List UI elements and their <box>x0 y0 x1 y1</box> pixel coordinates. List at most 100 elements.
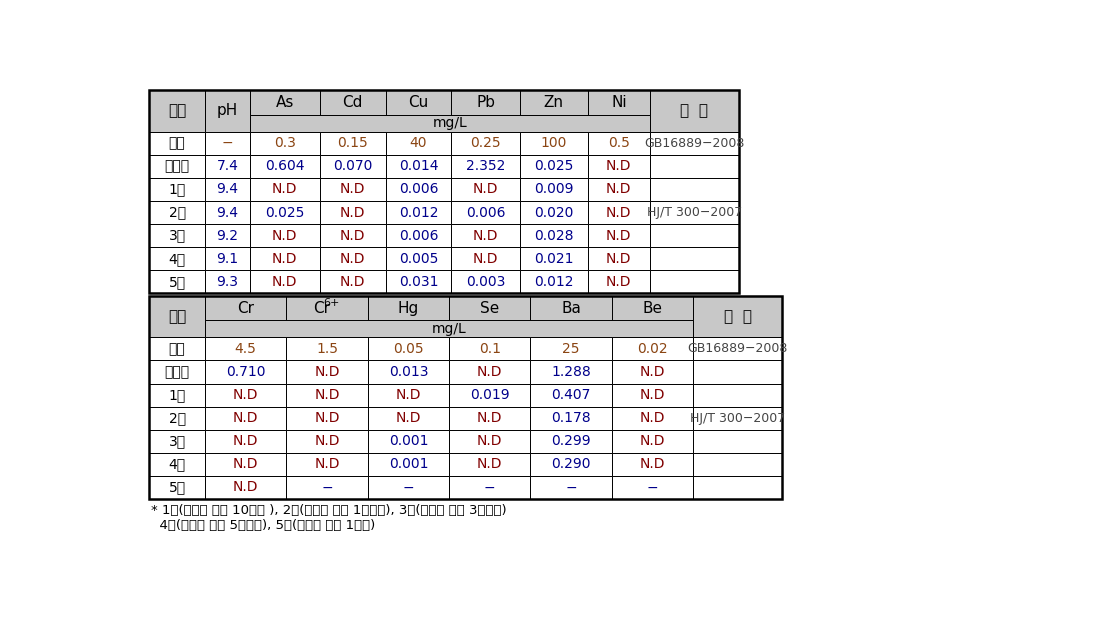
Bar <box>612 337 694 360</box>
Bar <box>451 132 519 155</box>
Text: 0.5: 0.5 <box>608 136 630 150</box>
Bar <box>149 453 205 476</box>
Text: N.D: N.D <box>272 182 298 196</box>
Bar <box>530 406 612 429</box>
Bar <box>694 429 782 453</box>
Bar <box>386 247 451 270</box>
Bar <box>205 201 250 224</box>
Text: 0.012: 0.012 <box>534 275 573 289</box>
Text: 9.3: 9.3 <box>216 275 238 289</box>
Bar <box>694 406 782 429</box>
Bar <box>650 155 739 178</box>
Text: 2.352: 2.352 <box>466 159 505 173</box>
Text: 0.014: 0.014 <box>398 159 439 173</box>
Bar <box>650 132 739 155</box>
Bar <box>149 383 205 406</box>
Text: 0.290: 0.290 <box>552 457 591 471</box>
Bar <box>205 270 250 293</box>
Bar <box>451 247 519 270</box>
Bar <box>320 224 386 247</box>
Text: 0.005: 0.005 <box>398 252 439 266</box>
Text: pH: pH <box>217 103 238 118</box>
Text: N.D: N.D <box>340 252 366 266</box>
Bar <box>149 90 739 293</box>
Bar <box>694 453 782 476</box>
Text: 2회: 2회 <box>169 411 186 425</box>
Bar <box>612 453 694 476</box>
Text: mg/L: mg/L <box>432 322 467 336</box>
Text: 구분: 구분 <box>168 309 186 324</box>
Bar <box>368 360 449 383</box>
Text: N.D: N.D <box>233 388 258 402</box>
Text: Cr: Cr <box>237 300 254 315</box>
Bar <box>320 247 386 270</box>
Bar <box>612 383 694 406</box>
Text: 5회: 5회 <box>169 480 186 494</box>
Bar <box>530 453 612 476</box>
Text: 0.021: 0.021 <box>534 252 573 266</box>
Bar <box>368 453 449 476</box>
Bar <box>519 224 587 247</box>
Text: Cu: Cu <box>408 95 429 110</box>
Text: Hg: Hg <box>397 300 419 315</box>
Text: 3회: 3회 <box>169 434 186 448</box>
Text: GB16889−2008: GB16889−2008 <box>687 342 788 356</box>
Text: N.D: N.D <box>340 229 366 243</box>
Text: N.D: N.D <box>472 229 498 243</box>
Bar <box>250 201 320 224</box>
Text: 0.006: 0.006 <box>398 182 439 196</box>
Text: −: − <box>485 480 496 494</box>
Text: 0.02: 0.02 <box>637 342 668 356</box>
Text: 2회: 2회 <box>169 205 186 220</box>
Text: N.D: N.D <box>233 480 258 494</box>
Bar <box>205 337 286 360</box>
Text: 0.009: 0.009 <box>534 182 573 196</box>
Bar <box>650 270 739 293</box>
Bar <box>286 360 368 383</box>
Text: N.D: N.D <box>606 275 631 289</box>
Bar <box>530 296 612 320</box>
Bar <box>519 132 587 155</box>
Text: N.D: N.D <box>314 457 340 471</box>
Text: −: − <box>647 480 658 494</box>
Text: −: − <box>222 136 233 150</box>
Bar <box>587 224 650 247</box>
Text: N.D: N.D <box>314 388 340 402</box>
Text: 0.020: 0.020 <box>534 205 573 220</box>
Bar <box>530 360 612 383</box>
Text: N.D: N.D <box>640 365 666 379</box>
Bar <box>650 201 739 224</box>
Bar <box>250 270 320 293</box>
Bar <box>320 132 386 155</box>
Text: 0.1: 0.1 <box>479 342 501 356</box>
Bar <box>587 178 650 201</box>
Text: 비  고: 비 고 <box>724 309 752 324</box>
Bar <box>530 476 612 499</box>
Bar <box>449 360 530 383</box>
Text: 4회(안정화 처리 5개월후), 5회(안정화 처리 1년후): 4회(안정화 처리 5개월후), 5회(안정화 처리 1년후) <box>151 519 375 532</box>
Bar <box>149 155 205 178</box>
Text: 0.710: 0.710 <box>226 365 265 379</box>
Bar <box>149 247 205 270</box>
Bar <box>694 337 782 360</box>
Text: 5회: 5회 <box>169 275 186 289</box>
Text: 4회: 4회 <box>169 457 186 471</box>
Text: 1.5: 1.5 <box>316 342 338 356</box>
Bar <box>149 337 205 360</box>
Text: N.D: N.D <box>606 159 631 173</box>
Text: N.D: N.D <box>340 275 366 289</box>
Bar <box>451 90 519 115</box>
Bar <box>320 90 386 115</box>
Text: 0.003: 0.003 <box>466 275 505 289</box>
Bar <box>449 429 530 453</box>
Text: 0.25: 0.25 <box>470 136 501 150</box>
Bar <box>650 90 739 132</box>
Text: 처리전: 처리전 <box>164 365 189 379</box>
Text: N.D: N.D <box>314 365 340 379</box>
Text: mg/L: mg/L <box>433 116 468 130</box>
Bar <box>519 270 587 293</box>
Bar <box>149 90 205 132</box>
Text: 9.2: 9.2 <box>216 229 238 243</box>
Bar <box>587 201 650 224</box>
Text: N.D: N.D <box>272 229 298 243</box>
